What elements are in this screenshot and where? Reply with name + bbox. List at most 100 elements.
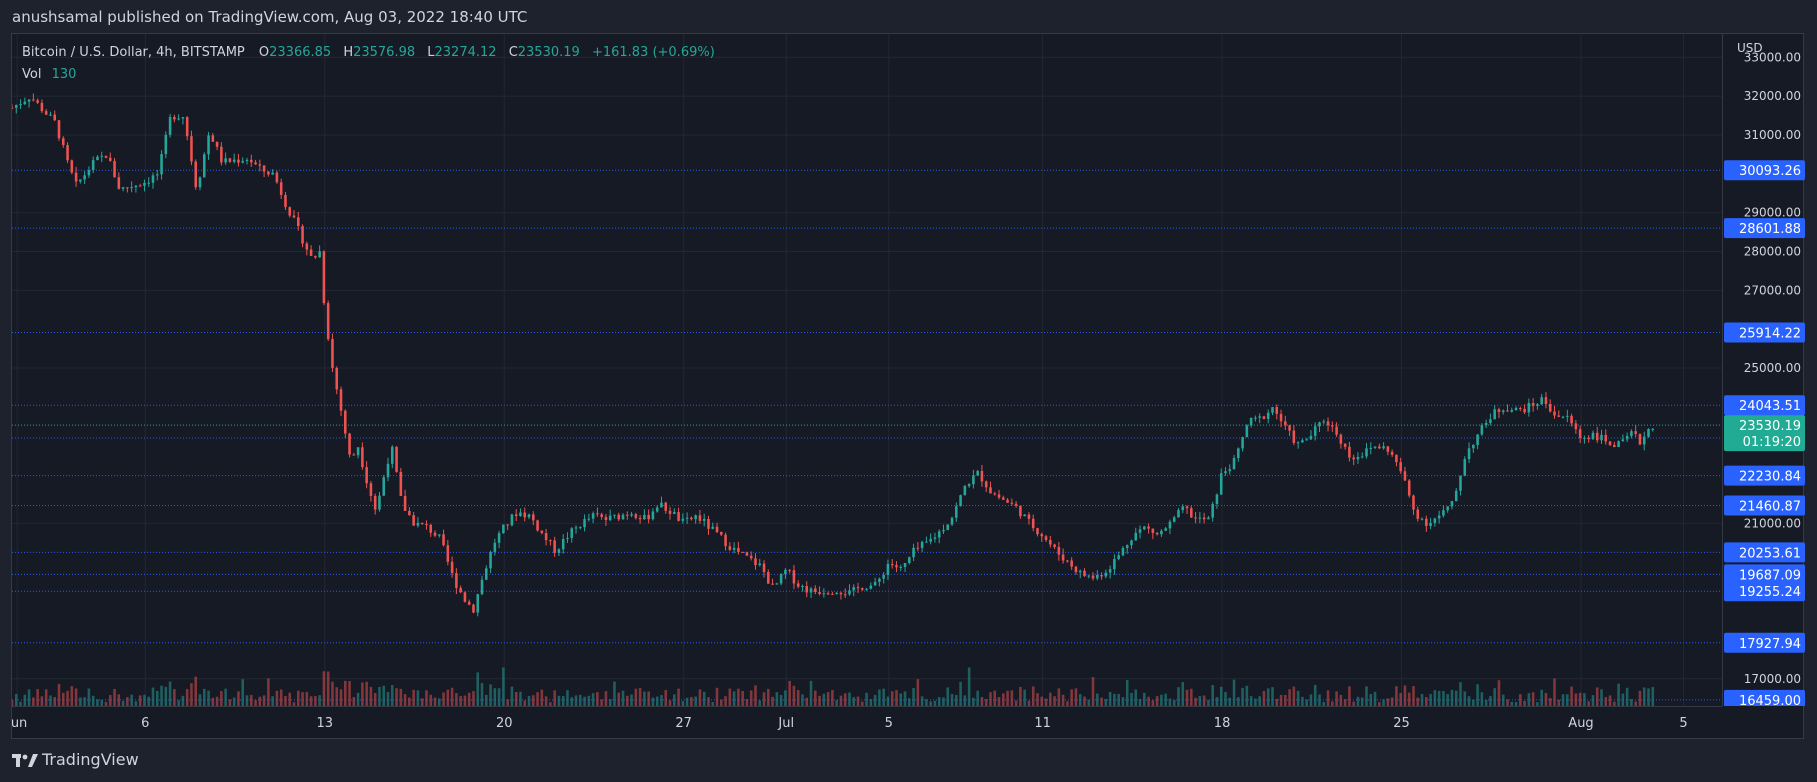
volume-bar bbox=[1625, 687, 1629, 706]
volume-bar bbox=[1070, 689, 1073, 706]
volume-bar bbox=[1219, 686, 1223, 706]
candle-body bbox=[638, 517, 642, 520]
candle-body bbox=[643, 514, 646, 520]
volume-bar bbox=[489, 684, 492, 706]
candle-body bbox=[634, 514, 638, 518]
candle-body bbox=[305, 243, 309, 250]
volume-bar bbox=[1493, 688, 1496, 706]
candle-body bbox=[583, 519, 586, 528]
volume-bar bbox=[1318, 694, 1321, 706]
chart-pane[interactable]: Bitcoin / U.S. Dollar, 4h, BITSTAMP O233… bbox=[10, 34, 1722, 706]
time-axis[interactable]: Jun 6 13 20 27 Jul 5 11 18 25 Aug 5 bbox=[6, 706, 1722, 740]
candle-body bbox=[732, 547, 736, 550]
volume-bar bbox=[369, 686, 373, 706]
candle-body bbox=[856, 587, 860, 589]
candle-body bbox=[1595, 432, 1599, 441]
volume-bar bbox=[574, 695, 578, 706]
candle-body bbox=[339, 389, 343, 411]
high-value: 23576.98 bbox=[353, 45, 416, 60]
time-tick-label: 18 bbox=[1214, 716, 1231, 731]
volume-bar bbox=[459, 696, 462, 706]
volume-bar bbox=[1301, 696, 1304, 706]
candle-body bbox=[886, 564, 890, 575]
volume-bar bbox=[173, 689, 176, 706]
price-axis[interactable]: USD 17000.00 21000.00 25000.00 27000.00 28000… bbox=[1722, 34, 1806, 710]
candle-body bbox=[476, 594, 480, 613]
volume-bar bbox=[1570, 686, 1573, 706]
level-label: 25914.22 bbox=[1739, 327, 1801, 342]
candle-body bbox=[865, 588, 868, 590]
candle-body bbox=[673, 512, 676, 514]
candle-body bbox=[1074, 566, 1078, 573]
candle-body bbox=[1519, 407, 1522, 409]
candle-body bbox=[173, 117, 176, 120]
candle-body bbox=[1638, 434, 1642, 445]
volume-bar bbox=[583, 696, 586, 706]
candle-body bbox=[1437, 515, 1441, 519]
volume-bar bbox=[1360, 697, 1364, 706]
volume-bar bbox=[916, 679, 920, 706]
volume-bar bbox=[1407, 692, 1411, 706]
candle-body bbox=[1061, 554, 1065, 561]
volume-bar bbox=[544, 696, 548, 706]
candle-body bbox=[1331, 425, 1334, 427]
volume-bar bbox=[1390, 697, 1394, 706]
candle-body bbox=[181, 117, 185, 119]
volume-bar bbox=[1177, 687, 1180, 706]
candle-body bbox=[1108, 569, 1112, 573]
symbol-title[interactable]: Bitcoin / U.S. Dollar, 4h, BITSTAMP bbox=[22, 45, 245, 60]
volume-bar bbox=[108, 695, 112, 706]
volume-bar bbox=[1151, 700, 1155, 706]
volume-bar bbox=[1634, 701, 1637, 706]
candle-body bbox=[408, 510, 411, 516]
price-tick-label: 21000.00 bbox=[1744, 516, 1801, 530]
candle-body bbox=[1484, 422, 1488, 426]
candle-body bbox=[416, 522, 420, 526]
price-axis-currency: USD bbox=[1737, 41, 1763, 55]
candle-body bbox=[151, 175, 155, 183]
volume-bar bbox=[997, 697, 1001, 706]
volume-bar bbox=[634, 688, 638, 706]
candle-body bbox=[1241, 437, 1244, 449]
candle-body bbox=[1343, 443, 1347, 447]
volume-bar bbox=[942, 697, 945, 706]
volume-bar bbox=[1211, 685, 1214, 706]
volume-bar bbox=[728, 688, 732, 706]
candle-body bbox=[130, 187, 133, 189]
volume-bar bbox=[425, 690, 428, 706]
candle-body bbox=[848, 590, 851, 595]
volume-bar bbox=[1519, 694, 1522, 706]
candle-body bbox=[912, 547, 915, 558]
volume-bar bbox=[305, 692, 309, 706]
candle-body bbox=[108, 157, 112, 161]
volume-bar bbox=[121, 700, 125, 706]
candle-body bbox=[113, 160, 116, 178]
volume-bar bbox=[416, 690, 420, 706]
volume-bar bbox=[1053, 696, 1056, 706]
volume-bar bbox=[946, 687, 950, 706]
candle-body bbox=[1044, 536, 1048, 540]
candle-body bbox=[138, 185, 142, 187]
candle-body bbox=[1245, 425, 1249, 438]
volume-bar bbox=[519, 691, 522, 706]
candle-body bbox=[1587, 437, 1590, 440]
candle-body bbox=[796, 583, 800, 587]
level-label-bg bbox=[1724, 542, 1805, 563]
low-value: 23274.12 bbox=[434, 45, 497, 60]
volume-bar bbox=[1339, 694, 1343, 706]
candle-body bbox=[707, 518, 710, 529]
candle-body bbox=[903, 563, 907, 567]
candle-body bbox=[668, 510, 672, 514]
candle-body bbox=[1352, 457, 1355, 460]
candle-body bbox=[1151, 528, 1155, 533]
candle-body bbox=[134, 185, 138, 188]
candle-body bbox=[96, 156, 99, 161]
volume-label[interactable]: Vol bbox=[22, 67, 42, 82]
volume-bar bbox=[1215, 697, 1219, 706]
candle-body bbox=[249, 159, 253, 163]
tradingview-logo[interactable]: TradingView bbox=[12, 750, 139, 769]
candle-body bbox=[267, 171, 270, 175]
volume-bar bbox=[613, 681, 616, 706]
volume-bar bbox=[681, 701, 685, 706]
volume-bar bbox=[732, 691, 736, 706]
